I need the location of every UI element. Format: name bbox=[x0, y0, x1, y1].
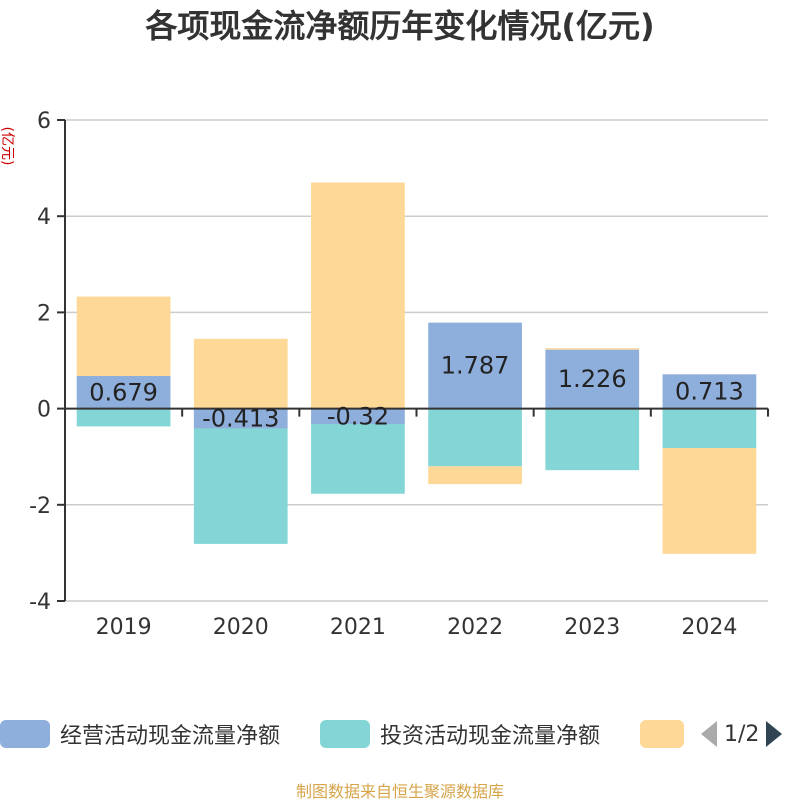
x-tick-label: 2022 bbox=[447, 615, 503, 640]
bar-operating-2023 bbox=[545, 349, 640, 409]
bar-financing-2023 bbox=[545, 348, 640, 350]
legend-swatch-financing bbox=[640, 720, 684, 748]
bar-operating-2019 bbox=[76, 375, 171, 409]
legend-prev-arrow-icon[interactable] bbox=[700, 720, 718, 748]
bar-financing-2022 bbox=[428, 466, 522, 485]
y-tick-label: 4 bbox=[37, 205, 51, 230]
legend-swatch-operating bbox=[0, 720, 50, 748]
bar-investing-2023 bbox=[545, 408, 640, 471]
data-labels: 0.679 -0.413 -0.32 1.787 1.226 0.713 bbox=[89, 352, 744, 433]
legend-swatch-investing bbox=[320, 720, 370, 748]
y-tick-label: 2 bbox=[37, 301, 51, 326]
y-tick-label: 6 bbox=[37, 109, 51, 134]
data-label: -0.413 bbox=[202, 405, 279, 433]
bar-investing-2022 bbox=[428, 408, 522, 467]
bar-investing-2019 bbox=[76, 408, 171, 427]
y-tick-label: 0 bbox=[37, 398, 51, 423]
legend-item-financing[interactable] bbox=[640, 714, 684, 754]
data-label: 0.713 bbox=[675, 377, 744, 405]
grid-lines bbox=[65, 119, 768, 602]
x-tick-label: 2019 bbox=[96, 615, 152, 640]
bars bbox=[76, 182, 757, 554]
legend: 经营活动现金流量净额 投资活动现金流量净额 1/2 bbox=[0, 714, 800, 754]
y-axis-unit-label: (亿元) bbox=[0, 127, 15, 166]
bar-operating-2021 bbox=[311, 408, 405, 424]
chart-title: 各项现金流净额历年变化情况(亿元) bbox=[145, 7, 655, 45]
bar-financing-2020 bbox=[193, 338, 288, 409]
bar-operating-2022 bbox=[428, 322, 522, 409]
data-label: 1.787 bbox=[441, 352, 510, 380]
y-tick-label: -2 bbox=[29, 494, 51, 519]
bar-financing-2024 bbox=[662, 448, 757, 554]
legend-item-operating[interactable]: 经营活动现金流量净额 bbox=[0, 714, 280, 754]
legend-next-arrow-icon[interactable] bbox=[765, 720, 783, 748]
legend-item-investing[interactable]: 投资活动现金流量净额 bbox=[320, 714, 600, 754]
legend-label-investing: 投资活动现金流量净额 bbox=[380, 724, 601, 749]
x-tick-label: 2021 bbox=[330, 615, 386, 640]
legend-pager: 1/2 bbox=[700, 714, 783, 754]
chart-canvas: (亿元) -4 -2 0 2 4 6 2019 2020 2021 2022 2023 2024 0.… bbox=[0, 109, 769, 640]
legend-label-operating: 经营活动现金流量净额 bbox=[60, 724, 281, 749]
data-label: 0.679 bbox=[89, 378, 158, 406]
bar-investing-2020 bbox=[193, 428, 288, 544]
axes: -4 -2 0 2 4 6 2019 2020 2021 2022 2023 2024 bbox=[29, 109, 769, 640]
bar-operating-2020 bbox=[193, 408, 288, 429]
data-label: 1.226 bbox=[558, 365, 627, 393]
legend-page-indicator: 1/2 bbox=[724, 721, 760, 747]
x-tick-label: 2023 bbox=[564, 615, 620, 640]
bar-financing-2019 bbox=[76, 296, 171, 376]
data-label: -0.32 bbox=[327, 402, 389, 430]
y-tick-label: -4 bbox=[29, 590, 51, 615]
x-tick-label: 2024 bbox=[681, 615, 737, 640]
bar-financing-2021 bbox=[311, 182, 405, 409]
bar-investing-2024 bbox=[662, 408, 757, 449]
source-footer: 制图数据来自恒生聚源数据库 bbox=[295, 782, 504, 801]
x-tick-label: 2020 bbox=[213, 615, 269, 640]
bar-investing-2021 bbox=[311, 423, 405, 494]
bar-operating-2024 bbox=[662, 374, 757, 409]
